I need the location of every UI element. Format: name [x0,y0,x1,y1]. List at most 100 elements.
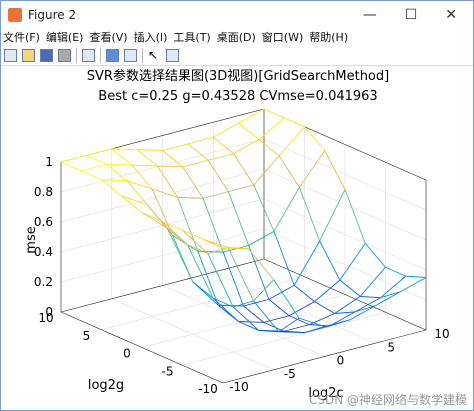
mesh-edge [360,295,381,299]
mesh-edge [400,277,427,293]
mesh-edge [202,238,224,249]
app-icon [8,8,22,22]
mesh-edge [273,231,295,286]
mesh-edge [111,148,133,166]
x-tick-label: -5 [284,367,296,381]
legend-button[interactable] [124,48,137,62]
menu-item[interactable]: 插入(I) [133,31,168,44]
mesh-edge [263,321,285,332]
chart: SVR参数选择结果图(3D视图)[GridSearchMethod] Best … [24,68,467,407]
mesh-edge [243,298,269,307]
mesh-edge [146,204,168,229]
mesh-edge [131,164,158,167]
property-button[interactable] [166,48,179,62]
mesh-edge [268,299,290,317]
mesh-edge [334,296,361,314]
mesh-edge [212,297,239,322]
mesh-edge [238,108,265,124]
mesh-edge [354,305,376,313]
close-button[interactable]: ✕ [445,7,457,23]
mesh-edge [253,300,280,333]
mesh-edge [238,321,264,323]
mesh-edge [278,317,300,333]
mesh-edge [212,136,234,154]
x-tick-label: 5 [387,340,395,354]
mesh-edge [248,230,275,246]
mesh-edge [243,305,265,323]
mesh-edge [233,153,255,186]
save-button[interactable] [40,48,53,62]
mesh-edge [121,195,148,205]
mesh-edge [349,305,376,321]
mesh-edge [233,300,254,308]
menu-item[interactable]: 窗口(W) [261,31,304,44]
link-button[interactable] [82,48,95,62]
mesh-edge [101,179,123,197]
x-tick-label: -10 [229,380,249,394]
mesh-edge [222,251,244,307]
mesh-edge [299,150,326,188]
mesh-edge [121,195,143,213]
mesh-edge [304,326,325,334]
y-tick-label: -5 [162,364,174,378]
menu-bar: 文件(F) 编辑(E) 查看(V) 插入(I) 工具(T) 桌面(D) 窗口(W) 帮助(H) [1,29,473,45]
colorbar-button[interactable] [106,48,119,62]
menu-item[interactable]: 文件(F) [3,31,40,44]
maximize-button[interactable]: ☐ [404,7,418,23]
mesh-edge [278,126,305,157]
separator [76,47,77,63]
print-button[interactable] [58,48,71,62]
mesh-edge [359,266,386,297]
pointer-button[interactable]: ↖ [148,47,159,62]
mesh-edge [202,198,224,253]
mesh-edge [375,291,401,307]
grid-line [263,228,427,301]
open-button[interactable] [22,48,35,62]
mesh-edge [288,315,310,326]
mesh-edge [248,248,275,281]
new-button[interactable] [4,48,17,62]
y-axis-label: log2g [88,378,124,393]
mesh-edge [207,160,229,192]
mesh-edge [187,244,209,255]
mesh-edge [101,179,127,182]
mesh-edge [238,122,260,140]
separator [142,47,143,63]
x-tick-label: 0 [337,354,345,368]
menu-item[interactable]: 编辑(E) [45,31,84,44]
mesh-edge [126,180,153,190]
menu-item[interactable]: 查看(V) [89,31,128,44]
mesh-edge [253,155,280,186]
z-tick-label: 0.8 [34,185,53,199]
x-tick-label: 10 [434,327,449,341]
mesh-edge [137,149,163,151]
mesh-edge [213,122,239,138]
mesh-edge [385,266,406,277]
menu-item[interactable]: 工具(T) [173,31,211,44]
y-tick-label: 10 [38,311,53,325]
grid-line [263,168,427,241]
mesh-edge [293,284,315,302]
mesh-edge [324,319,350,327]
mesh-edge [182,159,209,168]
mesh-edge [192,281,214,299]
mesh-edge [253,184,275,232]
mesh-edge [157,165,183,168]
mesh-edge [86,154,107,165]
mesh-edge [111,148,138,151]
mesh-edge [162,143,188,151]
mesh-edge [263,315,290,323]
minimize-button[interactable]: — [362,7,377,23]
menu-item[interactable]: 桌面(D) [216,31,256,44]
mesh-edge [60,154,87,163]
menu-item[interactable]: 帮助(H) [309,31,349,44]
mesh-edge [263,108,285,119]
mesh-edge [298,187,321,242]
mesh-edge [288,301,315,317]
chart-title: SVR参数选择结果图(3D视图)[GridSearchMethod] [87,68,389,84]
mesh-edge [227,247,254,302]
mesh-edge [162,220,183,231]
mesh-edge [187,244,214,299]
z-axis-label: mse [24,226,39,253]
mesh-edge [339,243,366,281]
